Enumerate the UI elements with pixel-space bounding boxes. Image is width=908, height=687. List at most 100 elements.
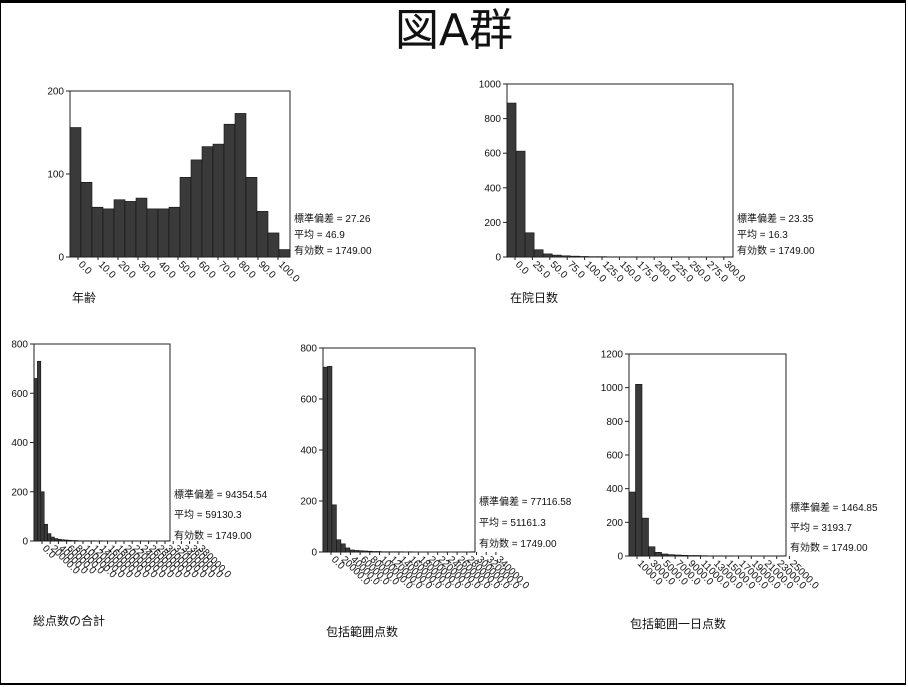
histogram-bar bbox=[64, 539, 69, 542]
stat-text: 標準偏差 = 94354.54 bbox=[174, 488, 268, 501]
histogram-bar bbox=[641, 517, 649, 557]
histogram-bar bbox=[687, 555, 695, 557]
x-tick-label: 100.0 bbox=[276, 259, 302, 285]
x-tick-label: 90.0 bbox=[256, 259, 278, 281]
histogram-bar bbox=[190, 159, 203, 258]
histogram-bar bbox=[661, 553, 669, 557]
histogram-bar bbox=[168, 206, 181, 258]
histogram-bar bbox=[579, 256, 589, 258]
y-tick-label: 0 bbox=[495, 253, 501, 264]
histogram-bar bbox=[358, 550, 364, 553]
stat-text: 平均 = 46.9 bbox=[294, 229, 345, 241]
histogram-bar bbox=[135, 197, 148, 258]
histogram-bar bbox=[635, 383, 643, 557]
histogram-bar bbox=[542, 253, 553, 258]
histogram-bar bbox=[648, 546, 656, 557]
histogram-bar bbox=[524, 232, 535, 258]
histogram-bar bbox=[43, 523, 48, 542]
y-tick-label: 200 bbox=[606, 518, 623, 529]
histogram-bar bbox=[267, 232, 280, 258]
x-tick-label: 0.0 bbox=[76, 259, 94, 277]
stat-text: 有効数 = 1749.00 bbox=[790, 541, 868, 554]
histogram-bar bbox=[367, 550, 373, 553]
x-tick-label: 20.0 bbox=[116, 259, 138, 281]
y-tick-label: 600 bbox=[606, 451, 623, 462]
x-tick-label: 25.0 bbox=[530, 259, 552, 281]
y-tick-label: 0 bbox=[311, 548, 317, 559]
histogram-bar bbox=[57, 538, 62, 542]
stat-text: 有効数 = 1749.00 bbox=[294, 244, 372, 257]
chart-frame bbox=[506, 83, 734, 258]
histogram-bar bbox=[102, 208, 115, 258]
histogram-bar bbox=[212, 143, 225, 258]
histogram-bar bbox=[60, 539, 65, 542]
histogram-bar bbox=[322, 366, 328, 553]
histogram-bar bbox=[362, 550, 369, 553]
x-tick-label: 50.0 bbox=[176, 259, 198, 281]
y-tick-label: 400 bbox=[606, 484, 623, 495]
histogram-bar bbox=[146, 208, 159, 258]
x-tick-label: 50.0 bbox=[548, 259, 570, 281]
y-tick-label: 600 bbox=[484, 149, 501, 160]
histogram-bar bbox=[551, 254, 562, 258]
x-tick-label: 75.0 bbox=[565, 259, 587, 281]
stat-text: 有効数 = 1749.00 bbox=[737, 244, 815, 257]
chart-frame bbox=[322, 347, 476, 553]
histogram-bar bbox=[91, 206, 104, 258]
y-tick-label: 200 bbox=[484, 218, 501, 229]
y-tick-label: 200 bbox=[11, 487, 28, 498]
x-tick-label: 30.0 bbox=[136, 259, 158, 281]
histogram-bar bbox=[201, 146, 214, 258]
histogram-bar bbox=[245, 177, 258, 258]
y-tick-label: 800 bbox=[606, 417, 623, 428]
stat-text: 平均 = 51161.3 bbox=[479, 517, 546, 529]
histogram-bar bbox=[336, 539, 342, 553]
stat-text: 平均 = 59130.3 bbox=[174, 509, 242, 521]
histogram-bar bbox=[80, 182, 93, 258]
stat-text: 標準偏差 = 27.26 bbox=[294, 212, 371, 225]
histogram-bar bbox=[340, 543, 346, 553]
histogram-bar bbox=[124, 201, 137, 258]
y-tick-label: 0 bbox=[617, 552, 623, 563]
histogram-bar bbox=[327, 366, 333, 553]
y-tick-label: 400 bbox=[300, 446, 317, 457]
y-tick-label: 400 bbox=[11, 438, 28, 449]
histogram-bar bbox=[67, 539, 72, 542]
stat-text: 標準偏差 = 77116.58 bbox=[479, 495, 572, 508]
histogram-bar bbox=[37, 360, 42, 542]
y-tick-label: 200 bbox=[300, 497, 317, 508]
x-tick-label: 40.0 bbox=[156, 259, 178, 281]
histogram-bar bbox=[667, 554, 675, 557]
x-tick-label: 10.0 bbox=[96, 259, 118, 281]
y-tick-label: 400 bbox=[484, 183, 501, 194]
chart-frame bbox=[33, 343, 171, 542]
y-tick-label: 100 bbox=[47, 170, 64, 181]
y-tick-label: 800 bbox=[11, 340, 28, 351]
x-axis-title: 包括範囲一日点数 bbox=[630, 616, 726, 631]
x-tick-label: 80.0 bbox=[236, 259, 258, 281]
histogram-bar bbox=[50, 536, 55, 542]
x-axis-title: 包括範囲点数 bbox=[326, 624, 398, 639]
histogram-bar bbox=[345, 547, 351, 553]
histogram-bar bbox=[515, 150, 526, 258]
y-tick-label: 1000 bbox=[479, 80, 502, 91]
histogram-bar bbox=[674, 554, 682, 557]
y-tick-label: 800 bbox=[484, 114, 501, 125]
histogram-bar bbox=[569, 255, 580, 258]
histogram-bar bbox=[69, 127, 82, 258]
histogram-bar bbox=[179, 177, 192, 258]
x-axis-title: 総点数の合計 bbox=[33, 613, 105, 628]
stat-text: 有効数 = 1749.00 bbox=[174, 529, 252, 542]
stat-text: 有効数 = 1749.00 bbox=[479, 537, 557, 550]
histogram-bar bbox=[680, 555, 688, 557]
chart-frame bbox=[628, 353, 787, 557]
histogram-bar bbox=[349, 549, 355, 553]
x-tick-label: 0.0 bbox=[513, 259, 531, 277]
stat-text: 平均 = 16.3 bbox=[737, 229, 788, 241]
histogram-bar bbox=[33, 378, 38, 542]
histogram-bar bbox=[353, 550, 360, 553]
histogram-bar bbox=[278, 249, 291, 258]
histogram-bar bbox=[376, 551, 382, 553]
histogram-bar bbox=[40, 491, 45, 542]
histogram-bar bbox=[506, 102, 517, 258]
